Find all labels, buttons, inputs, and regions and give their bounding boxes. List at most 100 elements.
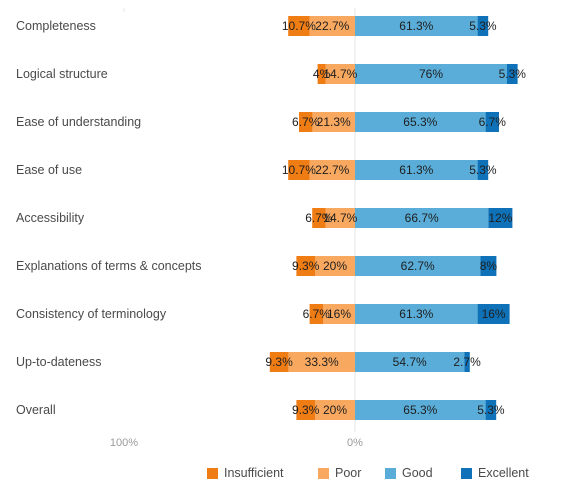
data-label: 5.3% [469,163,497,177]
category-label: Ease of understanding [16,115,141,129]
legend-item-poor: Poor [318,466,361,480]
bar-insufficient [309,304,323,324]
category-label: Up-to-dateness [16,355,101,369]
bar-poor [315,256,355,276]
legend-label: Excellent [478,466,529,480]
bar-insufficient [296,256,315,276]
bar-poor [323,304,355,324]
legend-item-excellent: Excellent [461,466,529,480]
data-label: 65.3% [403,403,437,417]
category-label: Logical structure [16,67,108,81]
data-label: 9.3% [292,403,320,417]
legend-swatch [461,467,472,479]
bar-poor [312,112,355,132]
bar-insufficient [312,208,326,228]
bar-excellent [488,208,513,228]
data-label: 54.7% [393,355,427,369]
data-label: 62.7% [401,259,435,273]
bar-poor [325,64,355,84]
bar-good [355,16,478,36]
data-label: 65.3% [403,115,437,129]
bar-good [355,112,486,132]
bar-insufficient [296,400,315,420]
legend-item-insufficient: Insufficient [207,466,284,480]
data-label: 21.3% [317,115,351,129]
legend-swatch [318,467,329,479]
bar-poor [325,208,355,228]
bar-excellent [480,256,497,276]
x-axis-ticks: 100% 0% [110,437,363,449]
category-label: Consistency of terminology [16,307,167,321]
legend-label: Poor [335,466,362,480]
bar-insufficient [269,352,289,372]
data-label: 76% [419,67,443,81]
legend-swatch [207,467,218,479]
bar-good [355,304,478,324]
segment-labels: 22.7%10.7% 61.3% 5.3%14.7%4% 76% 5.3%21.3%6.… [265,19,526,417]
data-label: 14.7% [323,211,357,225]
data-label: 5.3% [499,67,527,81]
bar-excellent [477,160,489,180]
bar-poor [309,160,355,180]
legend-label: Insufficient [224,466,284,480]
data-label: 20% [323,259,347,273]
bar-excellent [477,304,510,324]
x-tick-label: 0% [347,437,363,449]
data-label: 16% [327,307,351,321]
bar-excellent [485,112,499,132]
category-label: Ease of use [16,163,82,177]
bar-excellent [464,352,470,372]
category-label: Accessibility [16,211,85,225]
category-label: Overall [16,403,56,417]
x-tick-label: 100% [110,437,138,449]
bar-insufficient [317,64,326,84]
bar-segments [269,16,518,420]
data-label: 10.7% [282,163,316,177]
bar-excellent [507,64,518,84]
data-label: 6.7% [292,115,320,129]
data-label: 4% [313,67,331,81]
data-label: 6.7% [305,211,333,225]
bar-good [355,400,486,420]
bar-good [355,160,478,180]
bar-good [355,352,465,372]
category-label: Completeness [16,19,96,33]
data-label: 61.3% [399,163,433,177]
data-label: 14.7% [323,67,357,81]
data-label: 20% [323,403,347,417]
bar-good [355,208,489,228]
data-label: 22.7% [315,163,349,177]
category-label: Explanations of terms & concepts [16,259,202,273]
data-label: 6.7% [303,307,331,321]
bar-good [355,256,481,276]
data-label: 22.7% [315,19,349,33]
data-label: 9.3% [292,259,320,273]
bar-poor [288,352,355,372]
legend-item-good: Good [385,466,433,480]
data-label: 33.3% [305,355,339,369]
bar-insufficient [288,160,310,180]
bar-good [355,64,507,84]
data-label: 5.3% [477,403,505,417]
data-label: 2.7% [453,355,481,369]
data-label: 8% [480,259,498,273]
legend-swatch [385,467,396,479]
legend-label: Good [402,466,433,480]
bar-excellent [477,16,489,36]
bar-insufficient [288,16,310,36]
data-label: 16% [482,307,506,321]
data-label: 5.3% [469,19,497,33]
data-label: 61.3% [399,19,433,33]
data-label: 61.3% [399,307,433,321]
data-label: 12% [488,211,512,225]
bar-poor [315,400,355,420]
data-label: 9.3% [265,355,293,369]
bar-excellent [485,400,497,420]
data-label: 10.7% [282,19,316,33]
bar-insufficient [299,112,313,132]
legend: Insufficient Poor Good Excellent [0,466,568,484]
category-labels: Completeness Logical structure Ease of und… [16,19,202,417]
data-label: 6.7% [479,115,507,129]
data-label: 66.7% [405,211,439,225]
